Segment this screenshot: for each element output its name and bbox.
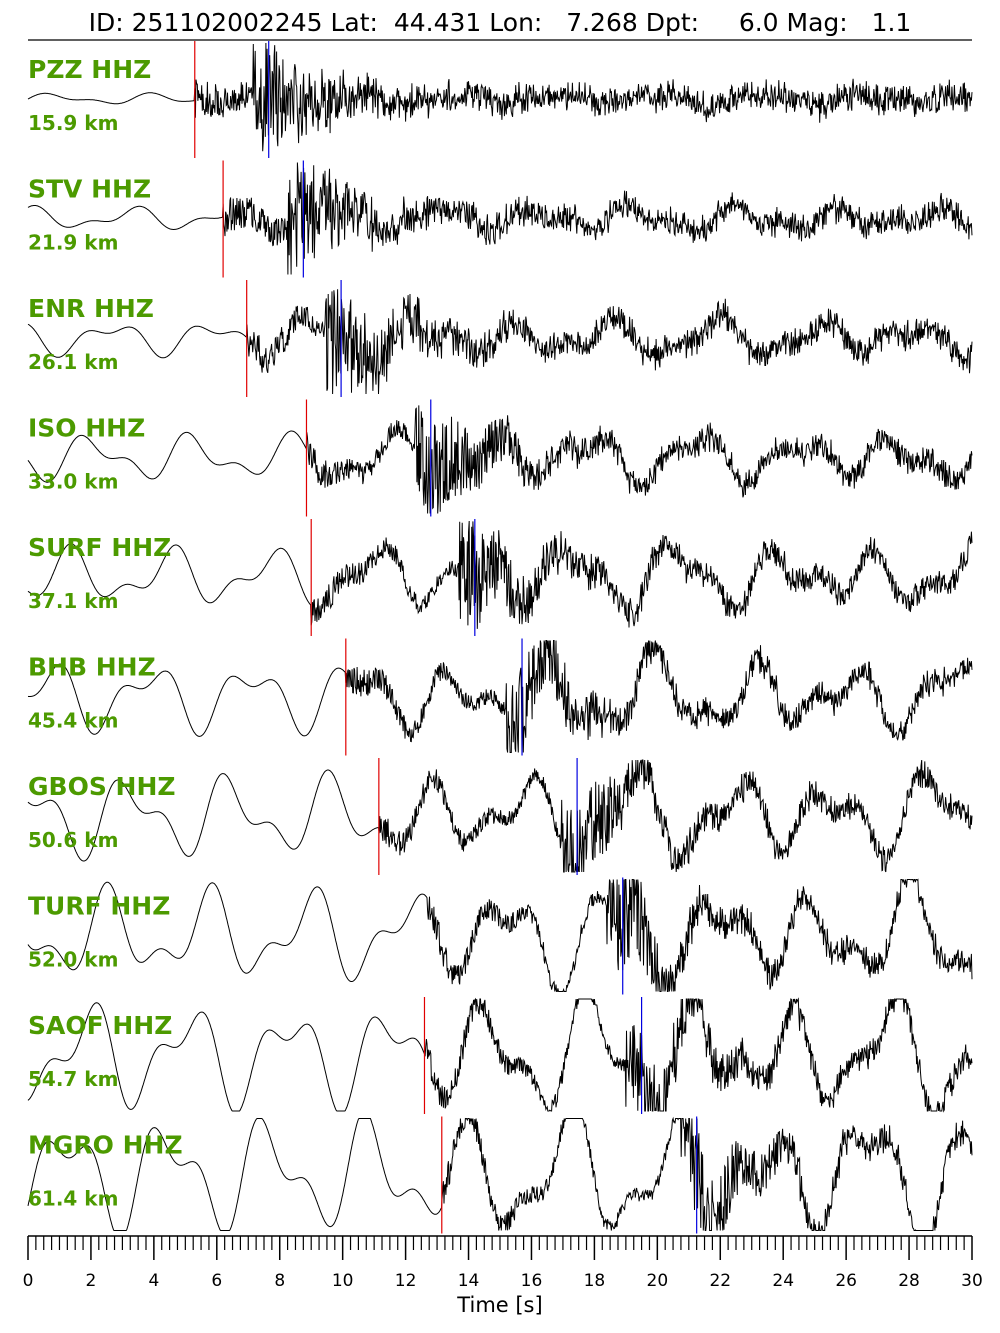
distance-label: 21.9 km — [28, 231, 118, 255]
trace-line — [27, 289, 973, 395]
distance-label: 37.1 km — [28, 589, 118, 613]
title-lon: 7.268 — [566, 8, 638, 37]
distance-label: 26.1 km — [28, 350, 118, 374]
distance-label: 33.0 km — [28, 470, 118, 494]
station-label: MGRO HHZ — [28, 1131, 183, 1160]
title-mag: 1.1 — [872, 8, 912, 37]
distance-label: 15.9 km — [28, 111, 118, 135]
x-axis-label: Time [s] — [456, 1293, 542, 1317]
station-label: SURF HHZ — [28, 533, 171, 562]
labels-group: PZZ HHZ 15.9 km STV HHZ 21.9 km ENR HHZ 26.1 … — [28, 55, 183, 1211]
x-tick-label: 0 — [23, 1271, 34, 1291]
trace-line — [27, 997, 973, 1113]
station-label: GBOS HHZ — [28, 772, 176, 801]
title-lat: 44.431 — [394, 8, 481, 37]
trace-line — [27, 162, 973, 275]
x-tick-label: 14 — [458, 1271, 480, 1291]
distance-label: 61.4 km — [28, 1187, 118, 1211]
x-tick-label: 16 — [521, 1271, 543, 1291]
event-title: ID: 251102002245 Lat: 44.431 Lon: 7.268 … — [89, 8, 912, 37]
x-tick-label: 12 — [395, 1271, 417, 1291]
x-tick-label: 24 — [772, 1271, 794, 1291]
station-label: SAOF HHZ — [28, 1011, 172, 1040]
title-depth: 6.0 — [739, 8, 779, 37]
x-tick-label: 8 — [274, 1271, 285, 1291]
x-tick-label: 4 — [148, 1271, 159, 1291]
x-tick-label: 10 — [332, 1271, 354, 1291]
trace-line — [27, 520, 973, 629]
trace-line — [27, 42, 973, 152]
traces-group — [27, 41, 973, 1234]
x-tick-label: 6 — [211, 1271, 222, 1291]
station-label: TURF HHZ — [28, 892, 170, 921]
x-tick-label: 22 — [709, 1271, 731, 1291]
distance-label: 54.7 km — [28, 1067, 118, 1091]
station-label: ENR HHZ — [28, 294, 154, 323]
x-tick-label: 30 — [961, 1271, 983, 1291]
x-tick-label: 28 — [898, 1271, 920, 1291]
station-label: ISO HHZ — [28, 414, 145, 443]
x-tick-label: 26 — [835, 1271, 857, 1291]
distance-label: 45.4 km — [28, 709, 118, 733]
trace-line — [27, 405, 973, 514]
title-lat-label: Lat: — [330, 8, 377, 37]
station-label: PZZ HHZ — [28, 55, 151, 84]
title-lon-label: Lon: — [489, 8, 542, 37]
trace-line — [27, 759, 973, 873]
time-axis: 0 2 4 6 8 10 12 14 16 18 20 22 24 26 28 30 — [23, 1235, 983, 1291]
station-label: BHB HHZ — [28, 653, 156, 682]
trace-line — [27, 1116, 973, 1231]
title-id-label: ID: — [89, 8, 124, 37]
title-mag-label: Mag: — [787, 8, 848, 37]
x-tick-label: 20 — [647, 1271, 669, 1291]
title-id: 251102002245 — [132, 8, 323, 37]
x-tick-label: 2 — [86, 1271, 97, 1291]
distance-label: 50.6 km — [28, 828, 118, 852]
station-label: STV HHZ — [28, 175, 151, 204]
trace-line — [27, 640, 973, 753]
distance-label: 52.0 km — [28, 948, 118, 972]
title-depth-label: Dpt: — [646, 8, 699, 37]
trace-line — [27, 878, 973, 992]
x-tick-label: 18 — [584, 1271, 606, 1291]
